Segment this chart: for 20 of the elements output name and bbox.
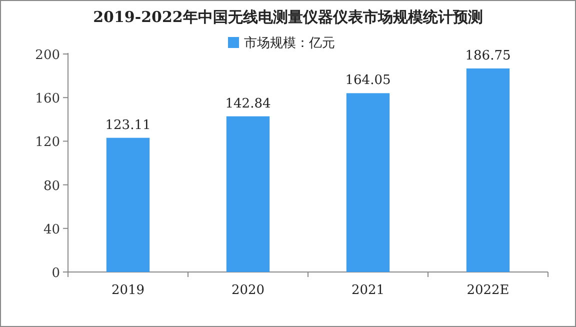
y-tick-label: 80 bbox=[43, 178, 60, 194]
chart-title: 2019-2022年中国无线电测量仪器仪表市场规模统计预测 bbox=[93, 8, 483, 26]
bar bbox=[106, 138, 150, 272]
y-tick-label: 160 bbox=[35, 92, 60, 107]
data-label: 123.11 bbox=[105, 118, 151, 133]
x-tick-label: 2019 bbox=[111, 283, 145, 298]
y-tick-label: 120 bbox=[35, 135, 60, 150]
data-label: 164.05 bbox=[345, 73, 391, 88]
y-tick-label: 0 bbox=[52, 266, 60, 281]
bar bbox=[466, 68, 510, 272]
y-tick-label: 200 bbox=[35, 48, 60, 63]
x-tick-label: 2020 bbox=[231, 283, 265, 298]
legend-label: 市场规模：亿元 bbox=[244, 36, 335, 51]
y-tick-label: 40 bbox=[43, 222, 60, 238]
bar bbox=[346, 93, 390, 272]
x-tick-label: 2022E bbox=[466, 283, 510, 298]
bar bbox=[226, 116, 270, 272]
data-label: 186.75 bbox=[465, 48, 511, 64]
data-label: 142.84 bbox=[225, 96, 271, 112]
x-tick-label: 2021 bbox=[351, 283, 385, 298]
